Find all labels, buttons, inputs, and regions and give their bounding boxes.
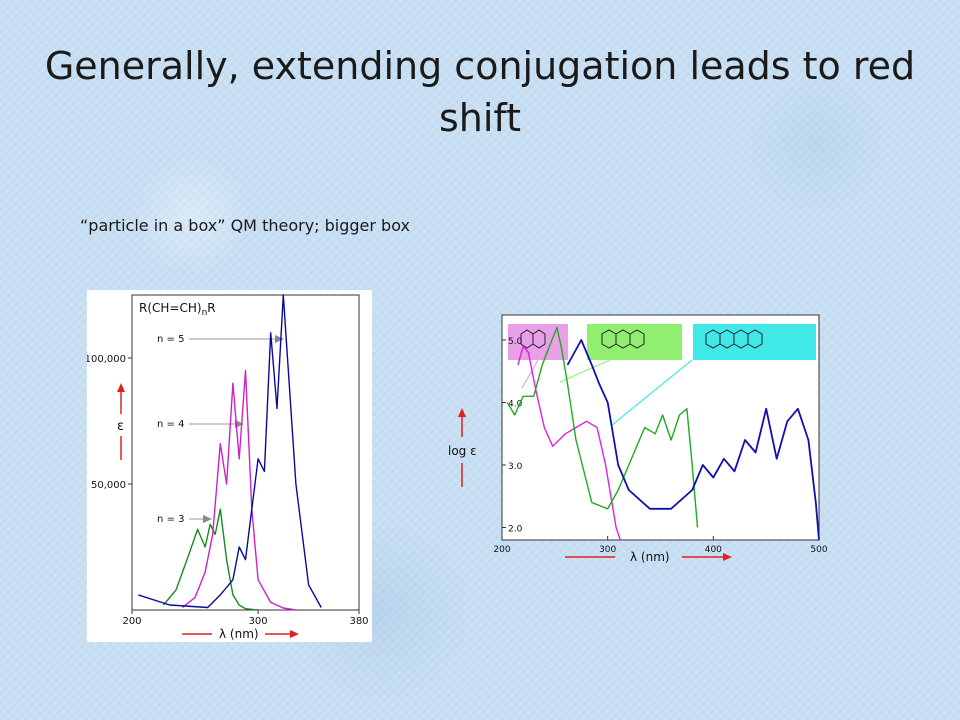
- tetracene-pointer: [611, 359, 693, 426]
- y-axis-arrowhead: [458, 408, 466, 417]
- y-tick-label: 3.0: [508, 462, 523, 472]
- acene-spectrum-chart: 2.0 3.0 4.0 5.0 200 300 400 500: [493, 314, 828, 555]
- y-tick-label: 50,000: [91, 480, 126, 491]
- y-tick-label: 4.0: [508, 400, 523, 410]
- anthracene-pointer: [559, 359, 611, 383]
- acene-x-axis-label-group: λ (nm): [565, 550, 732, 564]
- annotation-n5: n = 5: [157, 334, 184, 345]
- y-tick-label: 5.0: [508, 337, 523, 347]
- x-axis-arrowhead: [290, 630, 299, 638]
- y-axis-label: ε: [117, 419, 124, 434]
- x-tick-label: 500: [810, 545, 827, 555]
- annotation-n3: n = 3: [157, 514, 184, 525]
- y-axis-label: log ε: [448, 444, 477, 458]
- annotation-n3-arrowhead: [203, 515, 212, 523]
- anthracene-structure: [587, 324, 682, 360]
- x-tick-label: 380: [349, 616, 368, 627]
- x-axis-label: λ (nm): [219, 627, 259, 641]
- annotation-n5-arrowhead: [275, 335, 284, 343]
- series-line-n3: [162, 508, 259, 611]
- annotation-n4-arrowhead: [235, 420, 244, 428]
- series-line-anthracene: [506, 326, 699, 528]
- x-tick-label: 200: [493, 545, 510, 555]
- x-tick-label: 300: [599, 545, 616, 555]
- x-tick-label: 400: [705, 545, 722, 555]
- polyene-spectrum-panel: R(CH=CH)nR 50,000 100,000 200 300 380 ε λ (…: [85, 290, 372, 642]
- x-axis-arrowhead: [723, 553, 732, 561]
- series-line-naphthalene: [517, 345, 621, 541]
- polyene-spectrum-chart: R(CH=CH)nR 50,000 100,000 200 300 380 ε λ (…: [85, 294, 369, 641]
- y-axis-arrowhead: [117, 383, 125, 392]
- slide-title: Generally, extending conjugation leads t…: [44, 44, 916, 140]
- acene-y-axis-label-group: log ε: [448, 408, 477, 487]
- series-line-n5: [138, 294, 322, 609]
- x-tick-label: 300: [249, 616, 268, 627]
- slide-subtitle: “particle in a box” QM theory; bigger bo…: [80, 216, 410, 235]
- formula-label: R(CH=CH)nR: [139, 301, 216, 318]
- x-tick-label: 200: [122, 616, 141, 627]
- series-line-n4: [181, 369, 297, 611]
- x-axis-label: λ (nm): [630, 550, 670, 564]
- y-tick-label: 100,000: [87, 354, 126, 365]
- series-line-tetracene: [566, 339, 820, 541]
- annotation-n4: n = 4: [157, 419, 184, 430]
- y-tick-label: 2.0: [508, 525, 523, 535]
- acene-spectrum-panel: 2.0 3.0 4.0 5.0 200 300 400 500: [492, 310, 830, 578]
- tetracene-structure: [693, 324, 816, 360]
- naphthalene-pointer: [521, 359, 539, 389]
- plot-frame: [131, 294, 360, 611]
